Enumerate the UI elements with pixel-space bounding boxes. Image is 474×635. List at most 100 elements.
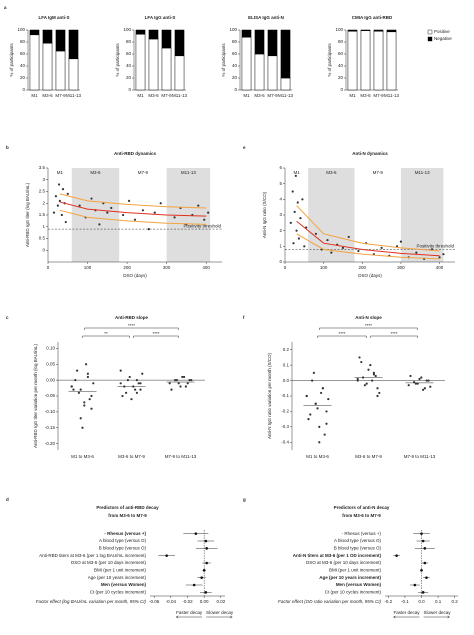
significance-bracket (133, 335, 179, 338)
x-tick-label: M1 (243, 93, 250, 98)
y-tick-label: -0.3 (281, 424, 289, 429)
x-tick-label: M7-9 (55, 93, 66, 98)
data-point (429, 385, 432, 388)
x-tick-label: 400 (436, 265, 444, 270)
period-label: M1 (293, 170, 300, 175)
bar-segment (174, 55, 185, 91)
data-point (66, 192, 69, 195)
y-tick-label: 1.5 (39, 212, 46, 217)
bar-segment (254, 29, 265, 55)
factor-label: Ct (per 10 cycles increment) (325, 590, 382, 595)
data-point (90, 394, 93, 398)
data-point (110, 206, 113, 210)
legend-label: Negative (434, 36, 452, 41)
data-point (134, 388, 137, 391)
y-tick-label: 60 (20, 51, 26, 56)
estimate-point (202, 569, 206, 572)
x-tick-label: -0.06 (149, 599, 160, 604)
y-tick-label: -0.20 (45, 441, 56, 446)
data-point (106, 211, 109, 214)
factor-label: Men (versus Women) (336, 582, 382, 587)
bar-segment (254, 53, 265, 91)
y-tick-label: -0.05 (45, 393, 56, 398)
bar-segment (241, 36, 252, 91)
estimate-point (395, 554, 398, 557)
y-tick-label: 0 (22, 87, 25, 92)
data-point (309, 413, 312, 416)
y-tick-label: 5 (279, 181, 282, 186)
estimate-point (421, 591, 425, 594)
y-tick-label: 100 (123, 27, 131, 32)
data-point (127, 199, 131, 202)
data-point (438, 256, 441, 259)
data-point (341, 246, 345, 249)
data-point (133, 218, 137, 221)
data-point (98, 223, 101, 226)
estimate-point (413, 583, 417, 587)
data-point (311, 379, 314, 382)
direction-label: Faster decay (393, 610, 420, 615)
x-tick-label: M11-13 (384, 93, 399, 98)
estimate-point (204, 539, 208, 543)
data-point (321, 387, 324, 390)
data-point (177, 382, 180, 385)
data-point (314, 402, 317, 405)
data-point (184, 385, 187, 388)
y-axis-label: Anti-RBD IgG titer variation per month (… (33, 343, 38, 448)
data-point (320, 391, 323, 395)
data-point (126, 379, 129, 382)
significance-label: ** (104, 331, 108, 336)
bar-segment (29, 34, 40, 91)
data-point (135, 391, 138, 394)
data-point (358, 356, 361, 359)
data-point (296, 201, 299, 204)
factor-label: - Rhesus (versus +) (104, 531, 146, 536)
estimate-point (420, 569, 423, 572)
y-tick-label: 2 (279, 228, 282, 233)
data-point (186, 382, 189, 385)
data-point (188, 379, 191, 382)
x-tick-label: M3-6 (254, 93, 265, 98)
data-point (325, 410, 328, 413)
y-tick-label: 0.0 (283, 378, 290, 383)
estimate-point (192, 583, 196, 587)
y-tick-label: 4 (279, 197, 282, 202)
bar-segment (360, 30, 371, 91)
data-point (330, 251, 333, 254)
data-point (119, 382, 122, 385)
data-point (323, 433, 326, 436)
x-tick-label: 0.02 (216, 599, 225, 604)
bar-segment (29, 29, 40, 36)
estimate-point (205, 561, 208, 565)
estimate-point (200, 576, 203, 579)
y-tick-label: 100 (17, 27, 25, 32)
factor-label: DSO at M3-6 (per 10 days increment) (306, 560, 382, 565)
data-point (326, 238, 329, 242)
y-tick-label: 60 (126, 51, 132, 56)
data-point (130, 398, 133, 401)
data-point (175, 379, 178, 382)
period-label: M7-9 (373, 170, 384, 175)
y-tick-label: 0 (234, 87, 237, 92)
chart-title: Anti-RBD slope (115, 315, 148, 320)
data-point (86, 375, 89, 379)
data-point (57, 183, 61, 186)
data-point (60, 213, 63, 217)
factor-label: Age (per 10 years increment) (319, 575, 381, 580)
data-point (183, 375, 186, 379)
bar-segment (55, 29, 66, 52)
data-point (356, 377, 359, 381)
threshold-label: Positivity threshold (183, 223, 221, 228)
bar-segment (280, 29, 291, 79)
bar-segment (373, 29, 384, 32)
factor-label: Anti-RBD titers at M3-6 (per 1 log BAU/m… (39, 553, 146, 558)
bar-segment (267, 55, 278, 91)
data-point (88, 398, 91, 401)
data-point (137, 382, 140, 385)
data-point (371, 379, 374, 382)
trend-line (296, 220, 440, 257)
period-label: M11-13 (415, 170, 430, 175)
x-tick-label: 400 (202, 265, 210, 270)
direction-arrow (175, 615, 234, 619)
